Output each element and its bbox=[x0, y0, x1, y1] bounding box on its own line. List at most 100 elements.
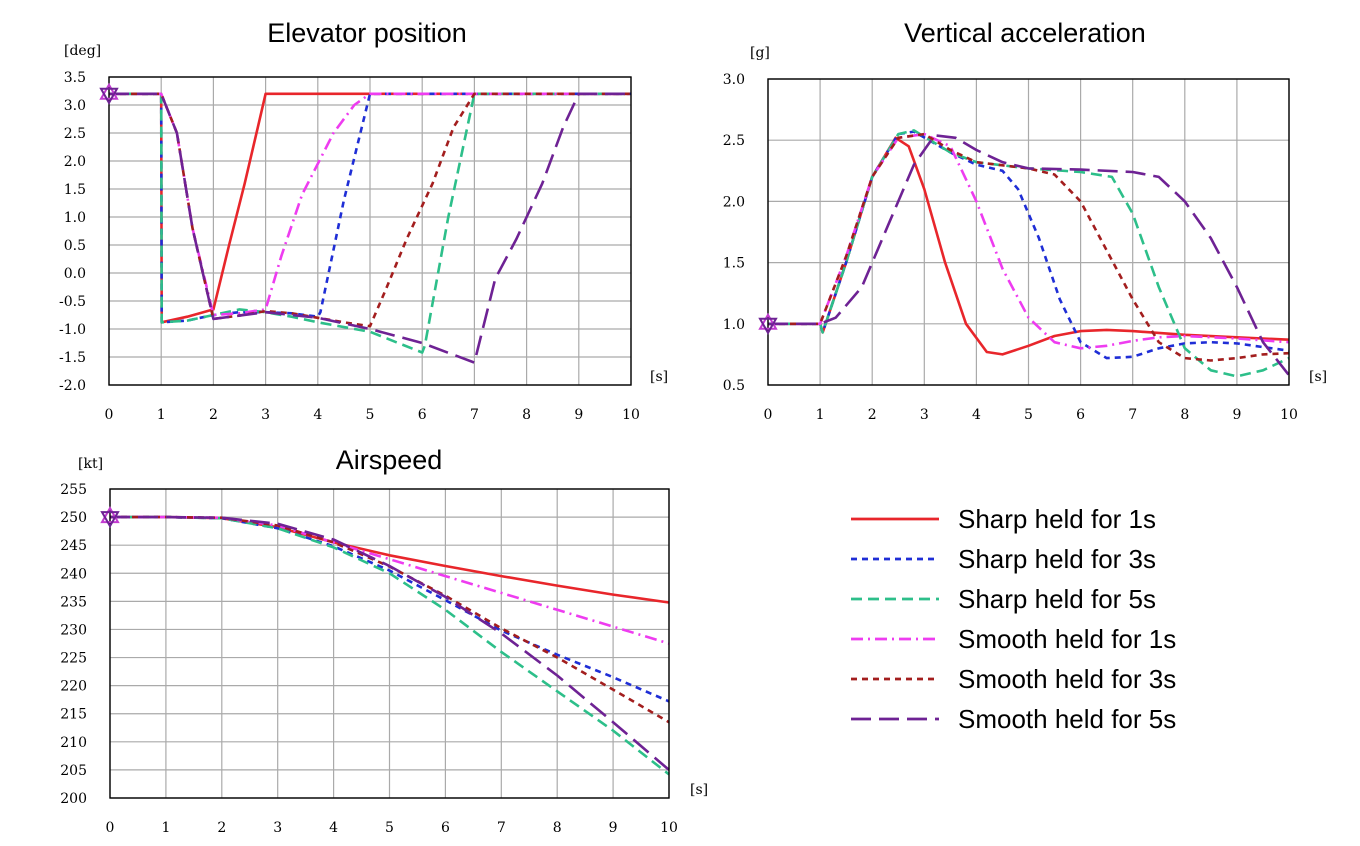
legend-label: Sharp held for 5s bbox=[958, 584, 1156, 614]
y-tick-label: 225 bbox=[60, 651, 87, 667]
x-tick-label: 5 bbox=[1024, 407, 1033, 423]
series-line-smooth5 bbox=[109, 92, 631, 364]
chart-airspeed: 0 1 2 3 4 5 6 7 8 9 10 200 205 210 215 220 225 230 235 240 2… bbox=[60, 445, 708, 836]
y-tick-label: 3.5 bbox=[64, 70, 86, 86]
y-tick-label: 220 bbox=[60, 679, 87, 695]
plot-frame bbox=[767, 78, 1290, 386]
legend-label: Sharp held for 3s bbox=[958, 544, 1156, 574]
y-tick-label: 250 bbox=[60, 510, 87, 526]
y-tick-label: 2.5 bbox=[64, 126, 86, 142]
x-tick-label: 7 bbox=[470, 407, 479, 423]
series-line-smooth1 bbox=[768, 132, 1290, 350]
x-axis-unit: [s] bbox=[690, 782, 708, 798]
y-tick-label: -1.0 bbox=[59, 322, 86, 338]
initial-point-marker bbox=[100, 506, 120, 529]
y-tick-label: 1.0 bbox=[723, 317, 745, 333]
y-tick-label: 1.5 bbox=[64, 182, 86, 198]
x-tick-label: 1 bbox=[816, 407, 825, 423]
x-tick-label: 3 bbox=[920, 407, 929, 423]
chart-title: Vertical acceleration bbox=[904, 18, 1146, 48]
legend-label: Sharp held for 1s bbox=[958, 504, 1156, 534]
y-tick-label: 0.0 bbox=[64, 266, 86, 282]
x-tick-label: 2 bbox=[209, 407, 218, 423]
legend-item-sharp3: Sharp held for 3s bbox=[851, 544, 1156, 574]
y-tick-label: -2.0 bbox=[59, 378, 86, 394]
marker-triangle-up bbox=[100, 506, 120, 524]
series-line-smooth5 bbox=[768, 134, 1291, 377]
y-tick-label: 3.0 bbox=[723, 72, 745, 88]
marker-triangle-down bbox=[99, 87, 119, 105]
series-group bbox=[109, 92, 631, 364]
x-tick-label: 5 bbox=[385, 820, 394, 836]
chart-title: Airspeed bbox=[336, 445, 443, 475]
series-group bbox=[768, 129, 1291, 378]
y-tick-label: 245 bbox=[60, 538, 87, 554]
x-tick-label: 1 bbox=[161, 820, 170, 836]
y-tick-label: 200 bbox=[60, 791, 87, 807]
y-tick-label: 215 bbox=[60, 707, 87, 723]
y-tick-label: 0.5 bbox=[64, 238, 86, 254]
y-tick-label: 1.5 bbox=[723, 256, 745, 272]
x-tick-label: 6 bbox=[441, 820, 450, 836]
x-tick-label: 3 bbox=[261, 407, 270, 423]
y-tick-label: 230 bbox=[60, 622, 87, 638]
x-tick-label: 9 bbox=[609, 820, 618, 836]
x-tick-label: 2 bbox=[217, 820, 226, 836]
y-tick-label: 1.0 bbox=[64, 210, 86, 226]
chart-title: Elevator position bbox=[267, 18, 467, 48]
y-tick-label: 240 bbox=[60, 566, 87, 582]
chart-vertical-acceleration: 0 1 2 3 4 5 6 7 8 9 10 0.5 1.0 1.5 2.0 2.5 3.0 [g] [s] Vert… bbox=[723, 18, 1327, 423]
x-axis-unit: [s] bbox=[1309, 369, 1327, 385]
y-tick-label: 210 bbox=[60, 735, 87, 751]
x-tick-label: 8 bbox=[553, 820, 562, 836]
marker-triangle-down bbox=[100, 511, 120, 529]
x-tick-label: 0 bbox=[106, 820, 115, 836]
x-tick-label: 8 bbox=[1180, 407, 1189, 423]
marker-triangle-down bbox=[758, 317, 778, 335]
y-tick-label: 2.5 bbox=[723, 133, 745, 149]
marker-triangle-up bbox=[758, 312, 778, 330]
legend-label: Smooth held for 5s bbox=[958, 704, 1176, 734]
y-tick-label: 2.0 bbox=[723, 194, 745, 210]
x-tick-label: 9 bbox=[1232, 407, 1241, 423]
x-tick-label: 4 bbox=[329, 820, 338, 836]
legend-item-sharp1: Sharp held for 1s bbox=[851, 504, 1156, 534]
x-tick-label: 4 bbox=[972, 407, 981, 423]
y-axis-unit: [deg] bbox=[64, 43, 101, 59]
x-tick-label: 10 bbox=[660, 820, 678, 836]
legend-item-smooth1: Smooth held for 1s bbox=[851, 624, 1176, 654]
chart-elevator-position: 0 1 2 3 4 5 6 7 8 9 10 -2.0 -1.5 -1.0 -0.5 0.0 0.5 1.0 1.5… bbox=[59, 18, 668, 423]
legend-item-smooth3: Smooth held for 3s bbox=[851, 664, 1176, 694]
initial-point-marker bbox=[758, 312, 778, 335]
legend-label: Smooth held for 1s bbox=[958, 624, 1176, 654]
x-tick-label: 0 bbox=[764, 407, 773, 423]
initial-point-marker bbox=[99, 82, 119, 105]
legend-item-smooth5: Smooth held for 5s bbox=[851, 704, 1176, 734]
series-line-smooth5 bbox=[110, 515, 670, 771]
x-tick-label: 1 bbox=[157, 407, 166, 423]
plot-frame bbox=[109, 488, 670, 799]
legend-label: Smooth held for 3s bbox=[958, 664, 1176, 694]
plot-frame bbox=[108, 76, 632, 386]
x-axis-unit: [s] bbox=[650, 369, 668, 385]
series-group bbox=[110, 515, 670, 776]
legend: Sharp held for 1s Sharp held for 3s Sharp … bbox=[851, 504, 1176, 734]
x-tick-label: 7 bbox=[1128, 407, 1137, 423]
x-tick-label: 10 bbox=[622, 407, 640, 423]
x-tick-label: 6 bbox=[1076, 407, 1085, 423]
y-tick-label: 2.0 bbox=[64, 154, 86, 170]
x-tick-label: 4 bbox=[313, 407, 322, 423]
y-tick-label: 255 bbox=[60, 482, 87, 498]
marker-triangle-up bbox=[99, 82, 119, 100]
series-line-sharp1 bbox=[768, 136, 1290, 356]
x-tick-label: 5 bbox=[366, 407, 375, 423]
x-tick-label: 10 bbox=[1280, 407, 1298, 423]
series-line-sharp3 bbox=[768, 130, 1290, 360]
x-tick-label: 9 bbox=[574, 407, 583, 423]
x-tick-label: 6 bbox=[418, 407, 427, 423]
x-tick-label: 7 bbox=[497, 820, 506, 836]
x-tick-label: 3 bbox=[273, 820, 282, 836]
y-tick-label: 0.5 bbox=[723, 378, 745, 394]
y-tick-label: -1.5 bbox=[59, 350, 86, 366]
